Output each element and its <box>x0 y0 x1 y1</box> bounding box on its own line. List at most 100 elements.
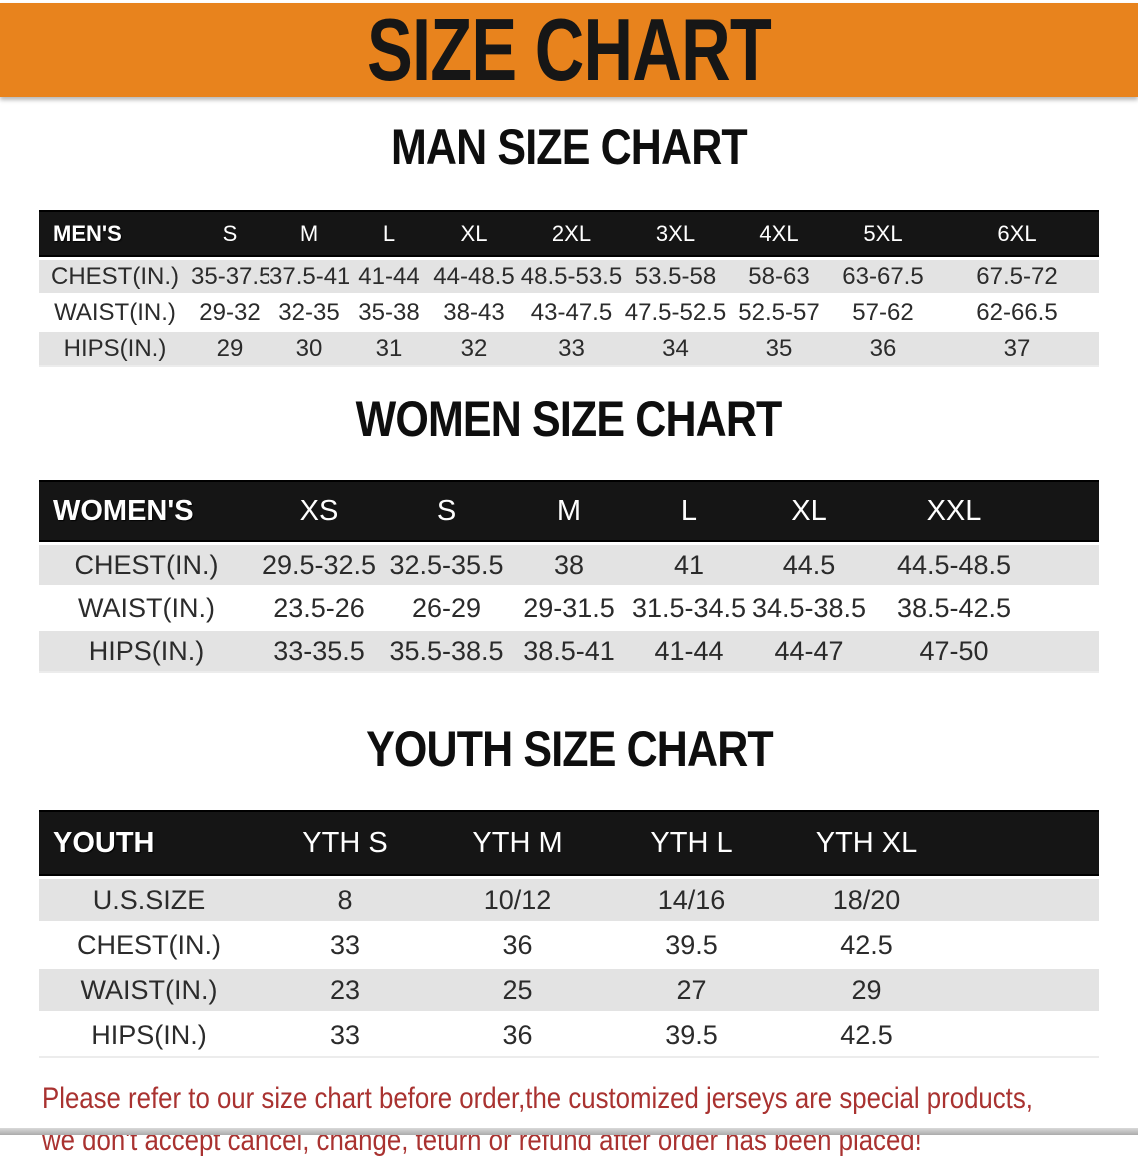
spacer-cell <box>1039 480 1099 542</box>
size-cell: 35-37.5 <box>191 257 269 293</box>
youth-size-table: YOUTH YTH S YTH M YTH L YTH XL U.S.SIZE … <box>39 810 1099 1058</box>
size-cell: 53.5-58 <box>624 257 727 293</box>
youth-corner-label: YOUTH <box>39 810 259 876</box>
size-cell: 37.5-41 <box>269 257 349 293</box>
spacer-cell <box>954 966 1099 1011</box>
size-cell: 63-67.5 <box>831 257 935 293</box>
men-waist-row: WAIST(IN.) 29-32 32-35 35-38 38-43 43-47… <box>39 293 1099 329</box>
women-size-header: S <box>384 480 509 542</box>
size-cell: 47.5-52.5 <box>624 293 727 329</box>
size-cell: 29.5-32.5 <box>254 542 384 585</box>
size-cell: 33 <box>259 1011 431 1058</box>
size-cell: 29 <box>779 966 954 1011</box>
youth-hips-row: HIPS(IN.) 33 36 39.5 42.5 <box>39 1011 1099 1058</box>
women-section-heading: WOMEN SIZE CHART <box>0 391 1138 456</box>
women-size-header: XS <box>254 480 384 542</box>
row-label: CHEST(IN.) <box>39 257 191 293</box>
men-size-header: S <box>191 210 269 257</box>
size-cell: 25 <box>431 966 604 1011</box>
size-cell: 44-47 <box>749 628 869 673</box>
spacer-cell <box>954 1011 1099 1058</box>
row-label: WAIST(IN.) <box>39 585 254 628</box>
size-cell: 36 <box>431 921 604 966</box>
women-heading-text: WOMEN SIZE CHART <box>356 391 783 447</box>
youth-size-header: YTH S <box>259 810 431 876</box>
size-cell: 23.5-26 <box>254 585 384 628</box>
size-cell: 48.5-53.5 <box>519 257 624 293</box>
spacer-cell <box>954 876 1099 921</box>
men-size-header: XL <box>429 210 519 257</box>
size-cell: 58-63 <box>727 257 831 293</box>
size-cell: 41 <box>629 542 749 585</box>
size-cell: 29-32 <box>191 293 269 329</box>
size-cell: 44.5 <box>749 542 869 585</box>
size-cell: 32.5-35.5 <box>384 542 509 585</box>
size-cell: 8 <box>259 876 431 921</box>
row-label: CHEST(IN.) <box>39 542 254 585</box>
men-header-row: MEN'S S M L XL 2XL 3XL 4XL 5XL 6XL <box>39 210 1099 257</box>
size-cell: 42.5 <box>779 921 954 966</box>
size-cell: 33 <box>519 329 624 367</box>
size-cell: 33 <box>259 921 431 966</box>
men-chest-row: CHEST(IN.) 35-37.5 37.5-41 41-44 44-48.5… <box>39 257 1099 293</box>
youth-size-header: YTH L <box>604 810 779 876</box>
women-size-table: WOMEN'S XS S M L XL XXL CHEST(IN.) 29.5-… <box>39 480 1099 673</box>
row-label: HIPS(IN.) <box>39 329 191 367</box>
men-size-table: MEN'S S M L XL 2XL 3XL 4XL 5XL 6XL CHEST… <box>39 210 1099 367</box>
row-label: HIPS(IN.) <box>39 628 254 673</box>
spacer-cell <box>954 810 1099 876</box>
banner-title: SIZE CHART <box>366 0 772 99</box>
size-cell: 32 <box>429 329 519 367</box>
size-cell: 36 <box>431 1011 604 1058</box>
men-heading-text: MAN SIZE CHART <box>391 119 748 175</box>
size-cell: 33-35.5 <box>254 628 384 673</box>
size-cell: 32-35 <box>269 293 349 329</box>
size-cell: 57-62 <box>831 293 935 329</box>
size-cell: 27 <box>604 966 779 1011</box>
youth-header-row: YOUTH YTH S YTH M YTH L YTH XL <box>39 810 1099 876</box>
size-cell: 62-66.5 <box>935 293 1099 329</box>
size-cell: 44.5-48.5 <box>869 542 1039 585</box>
youth-size-header: YTH XL <box>779 810 954 876</box>
size-cell: 36 <box>831 329 935 367</box>
spacer-cell <box>1039 585 1099 628</box>
size-cell: 35-38 <box>349 293 429 329</box>
men-section-heading: MAN SIZE CHART <box>0 119 1138 184</box>
men-size-header: 5XL <box>831 210 935 257</box>
size-cell: 18/20 <box>779 876 954 921</box>
youth-ussize-row: U.S.SIZE 8 10/12 14/16 18/20 <box>39 876 1099 921</box>
size-cell: 30 <box>269 329 349 367</box>
men-hips-row: HIPS(IN.) 29 30 31 32 33 34 35 36 37 <box>39 329 1099 367</box>
size-cell: 31 <box>349 329 429 367</box>
size-cell: 67.5-72 <box>935 257 1099 293</box>
size-cell: 35.5-38.5 <box>384 628 509 673</box>
youth-heading-text: YOUTH SIZE CHART <box>365 721 774 777</box>
men-size-header: 6XL <box>935 210 1099 257</box>
size-cell: 41-44 <box>349 257 429 293</box>
row-label: WAIST(IN.) <box>39 966 259 1011</box>
size-cell: 34.5-38.5 <box>749 585 869 628</box>
size-cell: 38 <box>509 542 629 585</box>
spacer-cell <box>1039 628 1099 673</box>
women-header-row: WOMEN'S XS S M L XL XXL <box>39 480 1099 542</box>
size-cell: 43-47.5 <box>519 293 624 329</box>
size-cell: 47-50 <box>869 628 1039 673</box>
size-cell: 39.5 <box>604 1011 779 1058</box>
youth-waist-row: WAIST(IN.) 23 25 27 29 <box>39 966 1099 1011</box>
size-chart-banner: SIZE CHART <box>0 3 1138 97</box>
men-size-header: L <box>349 210 429 257</box>
size-cell: 10/12 <box>431 876 604 921</box>
row-label: WAIST(IN.) <box>39 293 191 329</box>
size-cell: 42.5 <box>779 1011 954 1058</box>
women-size-header: L <box>629 480 749 542</box>
size-cell: 29-31.5 <box>509 585 629 628</box>
size-cell: 23 <box>259 966 431 1011</box>
row-label: U.S.SIZE <box>39 876 259 921</box>
size-cell: 41-44 <box>629 628 749 673</box>
spacer-cell <box>1039 542 1099 585</box>
size-cell: 39.5 <box>604 921 779 966</box>
row-label: CHEST(IN.) <box>39 921 259 966</box>
size-cell: 44-48.5 <box>429 257 519 293</box>
size-cell: 31.5-34.5 <box>629 585 749 628</box>
women-size-header: XL <box>749 480 869 542</box>
